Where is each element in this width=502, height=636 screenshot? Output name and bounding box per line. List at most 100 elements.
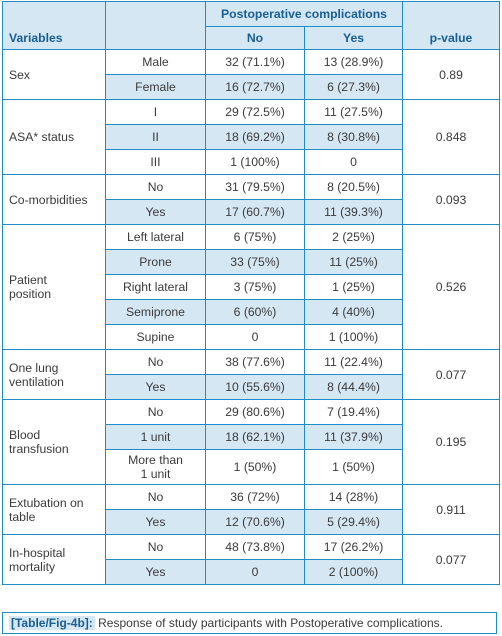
pvalue-cell: 0.195 bbox=[402, 399, 500, 485]
pvalue-cell: 0.89 bbox=[402, 49, 500, 100]
category-cell: Yes bbox=[105, 509, 206, 535]
category-cell: Male bbox=[105, 49, 206, 75]
no-cell: 6 (75%) bbox=[205, 224, 305, 250]
category-cell: Yes bbox=[105, 374, 206, 400]
table-row: Blood transfusion No 29 (80.6%) 7 (19.4%)… bbox=[2, 399, 500, 485]
header-yes: Yes bbox=[304, 26, 403, 50]
variable-label-line2: table bbox=[9, 509, 36, 524]
category-cell: Semiprone bbox=[105, 299, 206, 325]
category-cell: Supine bbox=[105, 324, 206, 350]
table-row: ASA* status I 29 (72.5%) 11 (27.5%) 0.84… bbox=[2, 99, 500, 175]
header-group: Postoperative complications bbox=[205, 1, 403, 27]
yes-cell: 13 (28.9%) bbox=[304, 49, 403, 75]
table-row: Patient position Left lateral 6 (75%) 2 (… bbox=[2, 224, 500, 350]
table-row: Semiprone 6 (60%) 4 (40%) bbox=[3, 299, 500, 325]
header-variables: Variables bbox=[2, 1, 106, 50]
header-no: No bbox=[205, 26, 305, 50]
yes-cell: 8 (20.5%) bbox=[304, 174, 403, 200]
no-cell: 29 (80.6%) bbox=[205, 399, 305, 425]
table-row: Supine 0 1 (100%) bbox=[3, 324, 500, 350]
pvalue-cell: 0.093 bbox=[402, 174, 500, 225]
variable-label: Sex bbox=[2, 49, 106, 100]
table-row: Right lateral 3 (75%) 1 (25%) bbox=[3, 274, 500, 300]
category-cell: III bbox=[105, 149, 206, 175]
yes-cell: 11 (25%) bbox=[304, 249, 403, 275]
caption-text: Response of study participants with Post… bbox=[98, 616, 443, 630]
category-cell: No bbox=[105, 174, 206, 200]
category-cell: 1 unit bbox=[105, 424, 206, 450]
no-cell: 16 (72.7%) bbox=[205, 74, 305, 100]
variable-label: Co-morbidities bbox=[2, 174, 106, 225]
table-row: Yes 0 2 (100%) bbox=[3, 559, 500, 585]
yes-cell: 1 (50%) bbox=[304, 449, 403, 485]
yes-cell: 2 (25%) bbox=[304, 224, 403, 250]
no-cell: 18 (62.1%) bbox=[205, 424, 305, 450]
category-cell: Right lateral bbox=[105, 274, 206, 300]
category-cell: Female bbox=[105, 74, 206, 100]
variable-label: Patient position bbox=[2, 224, 106, 350]
table-row: Yes 12 (70.6%) 5 (29.4%) bbox=[3, 509, 500, 535]
variable-label-line1: Extubation on bbox=[9, 495, 84, 510]
no-cell: 48 (73.8%) bbox=[205, 534, 305, 560]
yes-cell: 1 (25%) bbox=[304, 274, 403, 300]
header-pvalue: p-value bbox=[402, 1, 500, 50]
no-cell: 18 (69.2%) bbox=[205, 124, 305, 150]
category-cell: I bbox=[105, 99, 206, 125]
no-cell: 36 (72%) bbox=[205, 484, 305, 510]
category-cell: Prone bbox=[105, 249, 206, 275]
yes-cell: 5 (29.4%) bbox=[304, 509, 403, 535]
yes-cell: 8 (30.8%) bbox=[304, 124, 403, 150]
yes-cell: 11 (27.5%) bbox=[304, 99, 403, 125]
yes-cell: 14 (28%) bbox=[304, 484, 403, 510]
no-cell: 17 (60.7%) bbox=[205, 199, 305, 225]
table-row: Yes 10 (55.6%) 8 (44.4%) bbox=[3, 374, 500, 400]
table-row: Female 16 (72.7%) 6 (27.3%) bbox=[3, 74, 500, 100]
category-cell: More than 1 unit bbox=[105, 449, 206, 485]
yes-cell: 2 (100%) bbox=[304, 559, 403, 585]
no-cell: 38 (77.6%) bbox=[205, 349, 305, 375]
table-row: Co-morbidities No 31 (79.5%) 8 (20.5%) 0… bbox=[2, 174, 500, 225]
yes-cell: 1 (100%) bbox=[304, 324, 403, 350]
yes-cell: 8 (44.4%) bbox=[304, 374, 403, 400]
category-cell: Yes bbox=[105, 199, 206, 225]
variable-label: Extubation on table bbox=[2, 484, 106, 535]
variable-label: In-hospital mortality bbox=[2, 534, 106, 585]
variable-label-line2: mortality bbox=[9, 559, 56, 574]
category-cell: No bbox=[105, 484, 206, 510]
no-cell: 3 (75%) bbox=[205, 274, 305, 300]
pvalue-cell: 0.077 bbox=[402, 534, 500, 585]
no-cell: 12 (70.6%) bbox=[205, 509, 305, 535]
no-cell: 10 (55.6%) bbox=[205, 374, 305, 400]
yes-cell: 4 (40%) bbox=[304, 299, 403, 325]
table-row: Extubation on table No 36 (72%) 14 (28%) … bbox=[2, 484, 500, 535]
no-cell: 0 bbox=[205, 559, 305, 585]
no-cell: 1 (100%) bbox=[205, 149, 305, 175]
category-line2: 1 unit bbox=[140, 467, 171, 481]
no-cell: 1 (50%) bbox=[205, 449, 305, 485]
category-cell: II bbox=[105, 124, 206, 150]
variable-label-line1: One lung bbox=[9, 360, 59, 375]
no-cell: 0 bbox=[205, 324, 305, 350]
pvalue-cell: 0.848 bbox=[402, 99, 500, 175]
caption-tag: [Table/Fig-4b]: bbox=[9, 616, 95, 630]
table-row: In-hospital mortality No 48 (73.8%) 17 (2… bbox=[2, 534, 500, 585]
variable-label-line1: In-hospital bbox=[9, 545, 66, 560]
table-caption: [Table/Fig-4b]: Response of study partic… bbox=[2, 612, 497, 634]
no-cell: 29 (72.5%) bbox=[205, 99, 305, 125]
no-cell: 32 (71.1%) bbox=[205, 49, 305, 75]
yes-cell: 6 (27.3%) bbox=[304, 74, 403, 100]
table-row: Sex Male 32 (71.1%) 13 (28.9%) 0.89 bbox=[2, 49, 500, 100]
complications-table: Variables Postoperative complications p-… bbox=[2, 1, 500, 585]
yes-cell: 7 (19.4%) bbox=[304, 399, 403, 425]
yes-cell: 17 (26.2%) bbox=[304, 534, 403, 560]
variable-label: Blood transfusion bbox=[2, 399, 106, 485]
table-row: One lung ventilation No 38 (77.6%) 11 (22… bbox=[2, 349, 500, 400]
pvalue-cell: 0.911 bbox=[402, 484, 500, 535]
table-row: III 1 (100%) 0 bbox=[3, 149, 500, 175]
pvalue-cell: 0.077 bbox=[402, 349, 500, 400]
no-cell: 6 (60%) bbox=[205, 299, 305, 325]
category-cell: No bbox=[105, 534, 206, 560]
no-cell: 33 (75%) bbox=[205, 249, 305, 275]
variable-label: One lung ventilation bbox=[2, 349, 106, 400]
yes-cell: 11 (22.4%) bbox=[304, 349, 403, 375]
